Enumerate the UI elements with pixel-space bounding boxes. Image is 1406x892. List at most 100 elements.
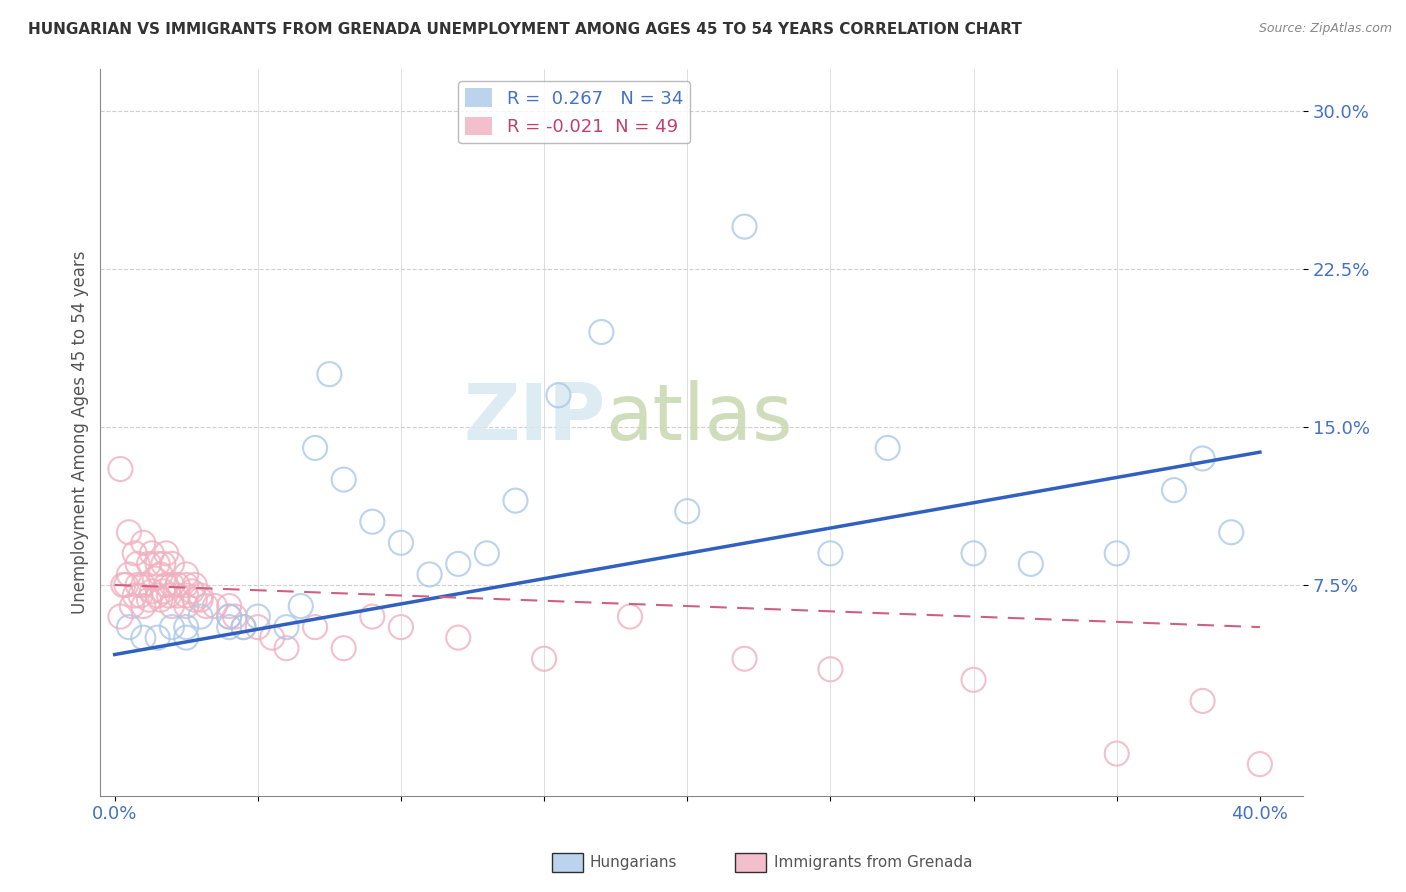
Point [143,572,166,586]
Text: Hungarians: Hungarians [591,855,678,870]
Point [419,567,441,582]
Point [118,620,141,634]
Point [389,620,412,634]
Text: HUNGARIAN VS IMMIGRANTS FROM GRENADA UNEMPLOYMENT AMONG AGES 45 TO 54 YEARS CORR: HUNGARIAN VS IMMIGRANTS FROM GRENADA UNE… [28,22,1022,37]
Point [304,620,326,634]
Point [820,546,842,560]
Point [290,599,312,613]
Point [174,631,197,645]
Point [962,673,984,687]
Legend: R =  0.267   N = 34, R = -0.021  N = 49: R = 0.267 N = 34, R = -0.021 N = 49 [458,81,690,144]
Point [361,609,384,624]
Point [1105,747,1128,761]
Point [155,578,177,592]
Point [204,599,226,613]
Point [447,631,470,645]
Point [138,557,160,571]
Point [246,620,269,634]
Point [149,567,172,582]
Point [361,515,384,529]
Point [389,536,412,550]
Point [505,493,527,508]
Point [1191,694,1213,708]
Point [149,592,172,607]
Point [332,641,354,656]
Point [138,592,160,607]
Point [547,388,569,402]
Point [184,578,207,592]
Point [1249,757,1271,772]
Point [174,589,197,603]
Point [118,525,141,540]
Point [332,473,354,487]
Point [475,546,498,560]
Point [152,584,174,599]
Point [276,620,298,634]
Point [591,325,613,339]
Point [184,592,207,607]
Point [218,609,240,624]
Point [1220,525,1243,540]
Point [141,584,163,599]
Point [190,589,212,603]
Text: Source: ZipAtlas.com: Source: ZipAtlas.com [1258,22,1392,36]
Y-axis label: Unemployment Among Ages 45 to 54 years: Unemployment Among Ages 45 to 54 years [72,251,89,614]
Point [962,546,984,560]
Point [820,662,842,676]
Point [174,567,197,582]
Point [124,546,146,560]
Point [876,441,898,455]
Text: Immigrants from Grenada: Immigrants from Grenada [773,855,973,870]
Text: ZIP: ZIP [463,380,606,456]
Point [734,651,756,665]
Point [734,219,756,234]
Point [121,599,143,613]
Point [124,589,146,603]
Point [533,651,555,665]
Point [232,620,254,634]
Point [318,367,340,381]
Point [246,609,269,624]
Point [1163,483,1185,497]
Point [1191,451,1213,466]
Point [129,589,152,603]
Point [232,620,254,634]
Point [132,578,155,592]
Point [152,557,174,571]
Point [118,567,141,582]
Point [1019,557,1042,571]
Point [190,609,212,624]
Point [262,631,284,645]
Point [146,557,169,571]
Point [157,589,180,603]
Point [304,441,326,455]
Point [160,599,183,613]
Point [160,620,183,634]
Point [166,589,188,603]
Point [276,641,298,656]
Point [1105,546,1128,560]
Point [110,462,132,476]
Point [115,578,138,592]
Point [146,589,169,603]
Point [160,578,183,592]
Point [190,592,212,607]
Point [224,609,246,624]
Point [218,609,240,624]
Point [166,578,188,592]
Point [160,557,183,571]
Point [127,578,149,592]
Point [174,578,197,592]
Point [218,620,240,634]
Point [218,599,240,613]
Point [155,546,177,560]
Point [619,609,641,624]
Point [174,620,197,634]
Point [181,584,204,599]
Point [141,546,163,560]
Point [112,578,135,592]
Point [195,599,218,613]
Point [174,599,197,613]
Point [676,504,699,518]
Point [127,557,149,571]
